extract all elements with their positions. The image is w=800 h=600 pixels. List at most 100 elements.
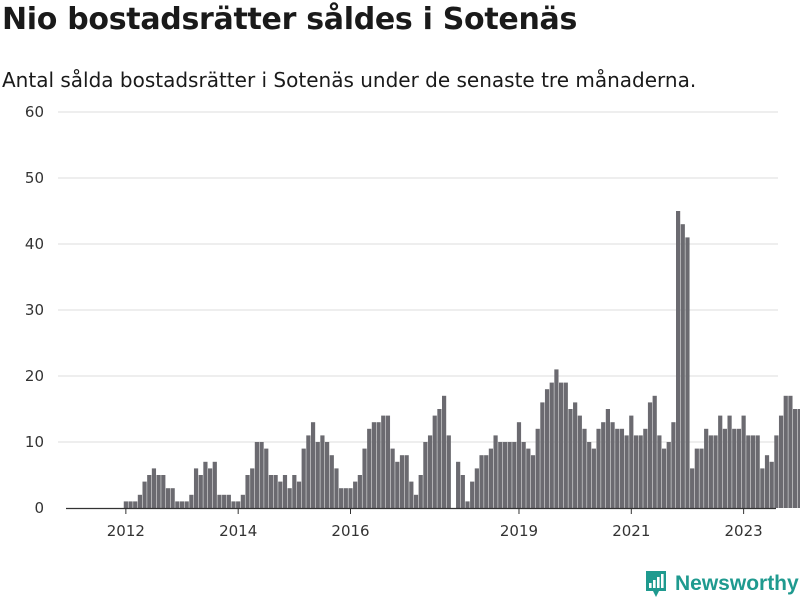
bar (760, 468, 765, 508)
bar (170, 488, 175, 508)
bar (306, 435, 311, 508)
bar (353, 481, 358, 508)
bar (142, 481, 147, 508)
bar (395, 461, 400, 508)
bar (666, 442, 671, 508)
bar (413, 494, 419, 508)
bar (615, 428, 620, 508)
bar (264, 448, 269, 508)
bar (339, 488, 344, 508)
bar (559, 382, 564, 508)
bar (605, 409, 610, 508)
bar (727, 415, 732, 508)
bar (456, 461, 461, 508)
chart-subtitle: Antal sålda bostadsrätter i Sotenäs unde… (2, 68, 697, 92)
bar (427, 435, 433, 508)
bar (367, 428, 372, 508)
bar (325, 442, 330, 508)
bar (708, 435, 713, 508)
bar (493, 435, 498, 508)
bar (362, 448, 367, 508)
bar (699, 448, 704, 508)
bar (193, 468, 199, 508)
bar (133, 501, 138, 508)
bar (624, 435, 629, 508)
bar (329, 455, 334, 508)
bar (296, 481, 302, 508)
bar (638, 435, 643, 508)
bar (371, 422, 376, 508)
bar (516, 422, 522, 508)
bar (573, 402, 578, 508)
bar (661, 448, 667, 508)
bar (793, 409, 798, 508)
bar (507, 442, 512, 508)
bar (633, 435, 639, 508)
bar (750, 435, 756, 508)
bar (544, 389, 550, 508)
bar (385, 415, 391, 508)
bar (764, 455, 770, 508)
bar (601, 422, 606, 508)
bar (587, 442, 592, 508)
bar (381, 415, 386, 508)
bar (488, 448, 493, 508)
bar (390, 448, 395, 508)
bar (512, 442, 517, 508)
bar (137, 494, 142, 508)
bar (123, 501, 128, 508)
bar (718, 415, 723, 508)
newsworthy-brand: Newsworthy (644, 568, 799, 600)
bar (474, 468, 479, 508)
bar (212, 461, 217, 508)
bar (563, 382, 568, 508)
bar (418, 475, 423, 508)
bar (292, 475, 297, 508)
bar (423, 442, 428, 508)
bar (250, 468, 255, 508)
bar (165, 488, 171, 508)
bar (577, 415, 582, 508)
bar (582, 428, 587, 508)
bar (746, 435, 751, 508)
y-tick-label: 20 (25, 367, 44, 385)
bar (535, 428, 540, 508)
bar (460, 475, 465, 508)
bar (530, 455, 536, 508)
bar (526, 448, 531, 508)
bar (432, 415, 437, 508)
bar (610, 422, 615, 508)
brand-name: Newsworthy (675, 572, 799, 595)
bar (231, 501, 236, 508)
bar (778, 415, 784, 508)
bar (554, 369, 559, 508)
bar (596, 428, 601, 508)
bar (184, 501, 189, 508)
x-tick-label: 2023 (725, 522, 763, 540)
x-tick-label: 2021 (612, 522, 650, 540)
bar (268, 475, 274, 508)
bar (273, 475, 278, 508)
bar (788, 395, 793, 508)
bar (470, 481, 475, 508)
bar (568, 409, 573, 508)
bar (240, 494, 245, 508)
chart-title: Nio bostadsrätter såldes i Sotenäs (2, 2, 578, 37)
bar (442, 395, 447, 508)
y-tick-label: 30 (25, 301, 44, 319)
bar (226, 494, 231, 508)
bar (465, 501, 470, 508)
bar (245, 475, 250, 508)
bar (502, 442, 508, 508)
bar (671, 422, 676, 508)
bar (404, 455, 409, 508)
newsworthy-logo-icon (646, 571, 666, 597)
x-tick-label: 2014 (219, 522, 257, 540)
bar (732, 428, 737, 508)
bar (217, 494, 222, 508)
bar (629, 415, 634, 508)
bar (437, 409, 442, 508)
bar (376, 422, 381, 508)
bar (736, 428, 742, 508)
